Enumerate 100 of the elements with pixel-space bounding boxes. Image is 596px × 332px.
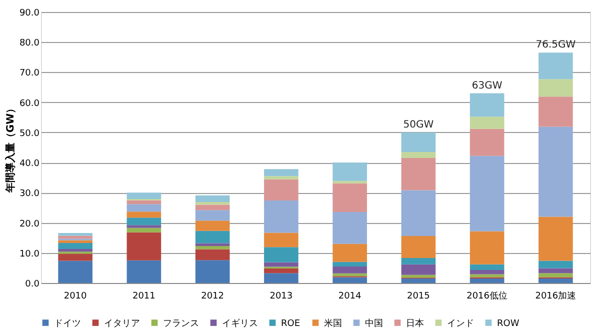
bar — [470, 274, 504, 278]
bar — [332, 266, 367, 274]
bar — [470, 156, 504, 232]
annotation: 63GW — [472, 80, 502, 92]
bar — [195, 246, 230, 250]
bar — [264, 262, 298, 267]
y-tick-label: 90.0 — [19, 8, 40, 18]
bar — [58, 248, 92, 252]
legend-label: フランス — [163, 318, 199, 329]
bar — [470, 278, 504, 283]
bar — [401, 152, 436, 158]
bar — [126, 228, 162, 232]
bar — [538, 126, 573, 217]
bar — [264, 273, 298, 283]
bar — [58, 260, 92, 283]
legend-label: イギリス — [222, 318, 258, 329]
bar — [332, 273, 367, 276]
bar — [470, 93, 504, 117]
bar — [126, 204, 162, 212]
bar — [195, 202, 230, 205]
x-tick-label: 2011 — [132, 292, 156, 302]
bar — [538, 79, 573, 97]
bar — [264, 169, 298, 176]
bar — [264, 179, 298, 200]
bar — [126, 225, 162, 228]
bar — [332, 244, 367, 262]
x-tick-label: 2015 — [406, 292, 430, 302]
bar — [264, 247, 298, 262]
bar — [195, 243, 230, 246]
legend-label: 米国 — [324, 318, 342, 329]
annotation: 50GW — [403, 119, 434, 130]
legend-label: イタリア — [104, 318, 140, 329]
bar — [470, 264, 504, 270]
bar — [195, 260, 230, 283]
bar — [195, 249, 230, 260]
legend-label: ドイツ — [54, 318, 81, 329]
bar — [264, 268, 298, 274]
legend-label: 日本 — [406, 318, 424, 329]
bar — [538, 268, 573, 274]
bar — [126, 218, 162, 226]
bar — [401, 264, 436, 275]
y-tick-label: 50.0 — [19, 128, 40, 139]
bar — [126, 212, 162, 218]
y-tick-label: 60.0 — [19, 98, 40, 109]
bar — [401, 132, 436, 152]
x-tick-label: 2010 — [64, 292, 88, 302]
bar — [264, 176, 298, 180]
legend-label: インド — [447, 318, 474, 329]
bar — [538, 216, 573, 261]
y-tick-label: 40.0 — [19, 159, 40, 170]
y-tick-label: 80.0 — [19, 38, 40, 49]
y-tick-label: 30.0 — [19, 189, 40, 200]
x-tick-label: 2013 — [270, 292, 293, 302]
bar — [470, 270, 504, 274]
bar — [264, 232, 298, 248]
bar — [126, 232, 162, 260]
bar — [195, 220, 230, 231]
bar — [401, 258, 436, 264]
bar — [58, 254, 92, 261]
y-axis-title: 年間導入量（GW） — [4, 103, 16, 194]
bar — [470, 116, 504, 129]
bar — [401, 190, 436, 236]
bar — [58, 240, 92, 243]
bar — [401, 158, 436, 190]
x-tick-label: 2012 — [201, 292, 224, 302]
bar — [195, 195, 230, 202]
bar — [470, 231, 504, 264]
bar — [126, 260, 162, 283]
bar — [195, 204, 230, 210]
bar — [58, 233, 92, 236]
bar — [264, 200, 298, 233]
bar — [58, 242, 92, 249]
y-tick-label: 70.0 — [19, 68, 40, 79]
x-tick-label: 2016低位 — [466, 290, 508, 302]
annotation: 76.5GW — [536, 40, 576, 51]
bar — [538, 278, 573, 283]
x-tick-label: 2014 — [338, 292, 362, 302]
bar — [332, 212, 367, 244]
bar — [332, 180, 367, 184]
bar — [538, 96, 573, 127]
bar — [538, 52, 573, 80]
bar — [195, 210, 230, 221]
legend-label: ROE — [281, 318, 300, 329]
bar — [332, 183, 367, 212]
y-tick-label: 10.0 — [19, 249, 40, 260]
bar — [332, 277, 367, 283]
bar — [470, 128, 504, 156]
bar — [126, 192, 162, 199]
y-tick-label: 20.0 — [19, 219, 40, 230]
bar — [126, 200, 162, 204]
bar — [195, 230, 230, 244]
bar — [538, 273, 573, 278]
bar — [58, 236, 92, 239]
bar — [332, 262, 367, 266]
legend-label: 中国 — [365, 318, 383, 329]
legend-label: ROW — [497, 318, 520, 329]
bar — [401, 278, 436, 283]
bar — [401, 236, 436, 258]
bar — [332, 162, 367, 181]
y-tick-label: 0.0 — [25, 280, 40, 290]
